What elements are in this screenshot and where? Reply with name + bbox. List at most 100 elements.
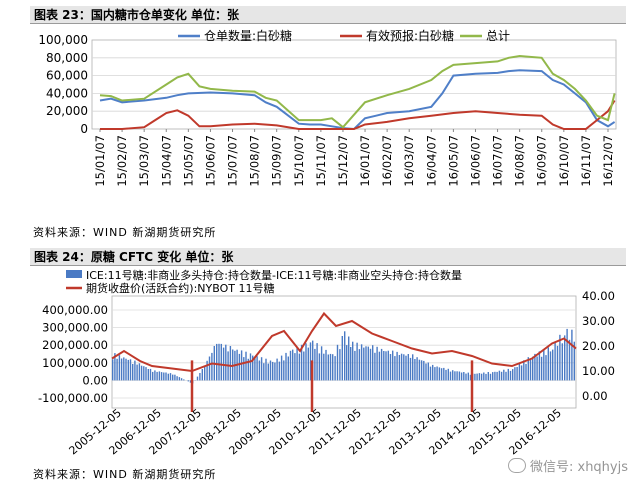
- net-position-bar: [559, 334, 561, 381]
- x-tick-label: 16/04/07: [424, 135, 438, 187]
- net-position-bar: [134, 360, 136, 381]
- net-position-bar: [309, 342, 312, 381]
- net-position-bar: [272, 361, 274, 381]
- net-position-bar: [416, 357, 418, 381]
- net-position-bar: [305, 343, 307, 381]
- net-position-bar: [534, 353, 536, 381]
- legend: 仓单数量:白砂糖 有效预报:白砂糖 总计: [178, 28, 510, 43]
- net-position-bar: [274, 362, 276, 381]
- net-position-bar: [307, 347, 309, 381]
- net-position-bar: [494, 371, 496, 381]
- net-position-bar: [403, 354, 405, 381]
- net-position-bar: [389, 354, 392, 381]
- series-line-0: [99, 69, 616, 131]
- net-position-bar: [187, 380, 189, 382]
- legend-label: 有效预报:白砂糖: [366, 28, 454, 43]
- net-position-bar: [163, 372, 165, 381]
- net-position-bar: [358, 349, 361, 381]
- net-position-bar: [552, 349, 554, 381]
- net-position-bar: [465, 373, 467, 381]
- net-position-bar: [418, 359, 421, 381]
- x-tick-label: 15/04/07: [159, 135, 173, 187]
- net-position-bar: [120, 358, 123, 381]
- net-position-bar: [267, 363, 269, 381]
- net-position-bar: [285, 352, 287, 381]
- net-position-bar: [294, 353, 296, 381]
- net-position-bar: [204, 366, 206, 381]
- x-tick-label: 16/08/07: [513, 135, 527, 187]
- y-tick-label-left: 0.00: [82, 373, 108, 387]
- net-position-bar: [300, 344, 303, 381]
- x-tick-label: 16/12/07: [601, 135, 615, 187]
- y-tick-label-left: 200,000.00: [42, 338, 108, 352]
- net-position-bar: [566, 328, 568, 381]
- net-position-bar: [180, 378, 183, 381]
- x-tick-label: 16/10/07: [557, 135, 571, 187]
- net-position-bar: [125, 358, 127, 381]
- net-position-bar: [452, 370, 454, 381]
- chart-title: 图表 23：国内糖市仓单变化 单位：张: [30, 6, 626, 24]
- y-tick-label-left: -100,000.00: [38, 391, 108, 405]
- x-axis-ticks: 15/01/07 15/02/07 15/03/07 15/04/07 15/05/07…: [93, 129, 615, 187]
- y-tick-label: 80,000: [46, 51, 88, 65]
- net-position-bar: [449, 371, 452, 381]
- net-position-bar: [372, 345, 374, 381]
- net-position-bar: [327, 354, 329, 381]
- net-position-bar: [132, 364, 134, 381]
- net-position-bar: [512, 369, 514, 381]
- y-tick-label: 0: [80, 122, 88, 136]
- net-position-bar: [414, 359, 416, 381]
- net-position-bar: [336, 344, 339, 381]
- y-tick-label-right: 0.00: [582, 389, 608, 403]
- net-position-bar: [258, 360, 261, 381]
- net-position-bar: [571, 329, 573, 381]
- net-position-bar: [387, 350, 389, 381]
- x-tick-label: 15/10/07: [292, 135, 306, 187]
- legend-label: 仓单数量:白砂糖: [204, 28, 292, 43]
- net-position-bar: [545, 355, 547, 381]
- net-position-bar: [518, 363, 521, 381]
- net-position-bar: [245, 351, 247, 381]
- net-position-bar: [199, 373, 201, 381]
- series-lines: [99, 54, 616, 131]
- y-tick-label-left: 300,000.00: [42, 321, 108, 335]
- net-position-bar: [238, 353, 241, 381]
- x-axis-ticks: 2005-12-052006-12-052007-12-052008-12-05…: [67, 406, 564, 457]
- net-position-bar: [247, 358, 249, 381]
- net-position-bar: [280, 355, 283, 381]
- net-position-bar: [549, 351, 552, 381]
- net-position-bar: [278, 361, 281, 381]
- net-position-bar: [152, 371, 154, 381]
- warehouse-receipt-chart: 100,000 80,000 60,000 40,000 20,000 0 15/01/0…: [38, 28, 617, 187]
- net-position-bar: [220, 343, 222, 381]
- x-tick-label: 15/03/07: [137, 135, 151, 187]
- net-position-bar: [394, 356, 396, 381]
- net-position-bar: [318, 353, 321, 381]
- net-position-bar: [478, 373, 481, 381]
- net-position-bar: [432, 364, 434, 381]
- source-note: 资料来源：WIND 新湖期货研究所: [33, 226, 217, 239]
- net-position-bar: [156, 371, 158, 381]
- net-position-bar: [216, 343, 218, 381]
- net-position-bar: [476, 373, 478, 381]
- net-position-bar: [409, 357, 412, 381]
- net-position-bar: [325, 349, 327, 381]
- source-note: 资料来源：WIND 新湖期货研究所: [33, 468, 217, 481]
- net-position-bar: [514, 367, 516, 381]
- net-position-bar: [344, 331, 346, 381]
- net-position-bar: [201, 369, 203, 381]
- net-position-bar: [396, 351, 398, 381]
- net-position-bar: [492, 372, 494, 381]
- net-position-bar: [316, 343, 318, 381]
- net-position-bar: [240, 350, 243, 381]
- net-position-bar: [140, 365, 143, 381]
- net-position-bar: [505, 371, 507, 381]
- net-position-bar: [405, 355, 407, 381]
- net-position-bar: [540, 356, 543, 381]
- cftc-chart: 400,000.00 300,000.00 200,000.00 100,000.00…: [38, 268, 615, 457]
- x-tick-label: 15/01/07: [93, 135, 107, 187]
- series-line-2: [99, 54, 616, 129]
- net-position-bar: [352, 341, 354, 381]
- net-position-bar: [554, 342, 556, 381]
- y-axis-ticks: 400,000.00 300,000.00 200,000.00 100,000.00…: [38, 289, 615, 405]
